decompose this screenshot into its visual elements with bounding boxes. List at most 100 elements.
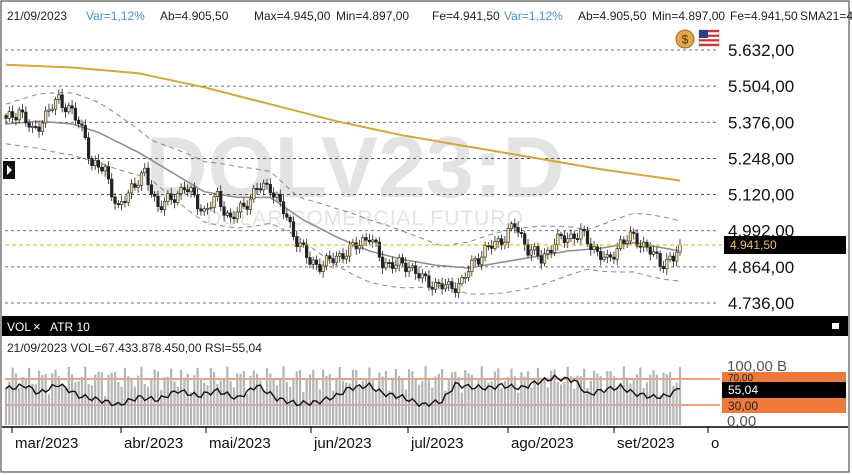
- close-vol-icon[interactable]: ×: [33, 319, 41, 334]
- candle-body: [589, 243, 593, 250]
- volume-bar: [137, 375, 140, 425]
- ohlc-header: 21/09/2023 Var=1,12% Ab=4.905,50 Max=4.9…: [7, 9, 852, 23]
- candle-body: [361, 237, 365, 246]
- candle-body: [80, 123, 84, 126]
- candle-body: [423, 273, 428, 277]
- candles: [4, 88, 682, 299]
- candle-body: [242, 202, 246, 207]
- volume-bar: [444, 390, 447, 425]
- candle-body: [344, 255, 348, 260]
- volume-bar: [242, 371, 245, 425]
- candle-body: [60, 94, 64, 108]
- volume-bar: [477, 380, 480, 425]
- candle-body: [612, 256, 616, 260]
- volume-bar: [487, 382, 490, 425]
- rsi-line: [5, 374, 681, 408]
- candle-body: [63, 107, 68, 113]
- candle-body: [258, 188, 263, 191]
- volume-bar: [183, 377, 186, 425]
- candle-body: [321, 265, 325, 272]
- candle-body: [348, 244, 352, 257]
- volume-bar: [110, 372, 113, 425]
- candle-body: [622, 239, 626, 244]
- volume-bar: [662, 372, 665, 425]
- volume-bar: [123, 367, 127, 425]
- candle-body: [93, 160, 97, 166]
- volume-bar: [384, 370, 388, 425]
- candle-body: [238, 202, 243, 213]
- volume-bar: [665, 374, 668, 425]
- candle-body: [506, 228, 510, 243]
- candle-body: [67, 105, 71, 113]
- atr-tab[interactable]: ATR 10: [50, 320, 90, 334]
- volume-bar: [378, 372, 381, 425]
- candle-body: [427, 275, 431, 288]
- candle-body: [225, 212, 229, 216]
- volume-bar: [28, 367, 31, 425]
- header-fe-repeat: Fe=4.941,50: [730, 9, 798, 23]
- candle-body: [466, 271, 471, 278]
- candle-body: [116, 203, 120, 206]
- month-label: mar/2023: [15, 435, 78, 452]
- volume-bar: [517, 392, 520, 425]
- volume-bar: [612, 376, 616, 425]
- volume-bar: [586, 387, 589, 425]
- candle-body: [338, 253, 342, 257]
- volume-bar: [417, 384, 421, 425]
- candle-body: [420, 273, 424, 279]
- candle-body: [628, 231, 633, 242]
- volume-bar: [606, 370, 609, 425]
- header-min: Min=4.897,00: [336, 9, 409, 23]
- volume-bar: [530, 388, 533, 425]
- volume-bar: [358, 385, 361, 425]
- currency-icon[interactable]: $: [675, 29, 695, 49]
- candle-body: [90, 158, 94, 166]
- candle-body: [288, 217, 292, 223]
- volume-bar: [203, 382, 206, 425]
- volume-bar: [457, 377, 460, 425]
- watermark-name: DOLAR COMERCIAL FUTURO: [206, 207, 524, 230]
- volume-bar: [249, 375, 252, 425]
- maximize-panel-icon[interactable]: [832, 323, 839, 329]
- candle-body: [281, 201, 286, 215]
- volume-axis-bottom: 0,00: [727, 413, 756, 430]
- volume-bar: [381, 376, 384, 425]
- volume-bar: [576, 375, 579, 425]
- rsi-now-label: 55,04: [728, 383, 758, 397]
- volume-bar: [130, 377, 133, 425]
- candle-body: [671, 255, 675, 262]
- volume-bar: [31, 383, 34, 425]
- side-expand-icon[interactable]: [3, 161, 15, 179]
- candle-body: [387, 262, 391, 264]
- volume-bar: [361, 380, 364, 425]
- us-flag-icon[interactable]: [698, 29, 720, 47]
- volume-header: 21/09/2023 VOL=67.433.878.450,00 RSI=55,…: [7, 341, 262, 355]
- vol-tab[interactable]: VOL: [7, 320, 31, 334]
- volume-bar: [37, 370, 41, 425]
- candle-body: [648, 246, 652, 255]
- candle-body: [143, 167, 147, 174]
- candle-body: [655, 251, 659, 254]
- candle-body: [219, 191, 223, 208]
- lower-band-line: [5, 143, 681, 295]
- volume-bar: [655, 374, 658, 425]
- candle-body: [457, 283, 461, 293]
- header-sma: SMA21=4: [800, 9, 852, 23]
- volume-bar: [94, 374, 97, 425]
- volume-bar: [24, 378, 27, 425]
- volume-bar: [497, 368, 500, 425]
- volume-bar: [632, 380, 635, 425]
- price-tick-label: 5.504,00: [728, 77, 794, 96]
- candle-body: [417, 273, 421, 279]
- candle-body: [341, 253, 345, 260]
- volume-bar: [394, 369, 397, 425]
- candle-body: [582, 228, 586, 232]
- volume-bar: [338, 366, 341, 425]
- volume-bar: [427, 378, 431, 425]
- volume-bar: [54, 369, 57, 425]
- price-axis: 5.632,00 5.504,00 5.376,00 5.248,00 5.120,00…: [728, 41, 794, 313]
- candle-body: [106, 166, 111, 180]
- volume-bar: [252, 370, 255, 425]
- volume-bar: [431, 387, 434, 425]
- month-label: o: [711, 435, 719, 452]
